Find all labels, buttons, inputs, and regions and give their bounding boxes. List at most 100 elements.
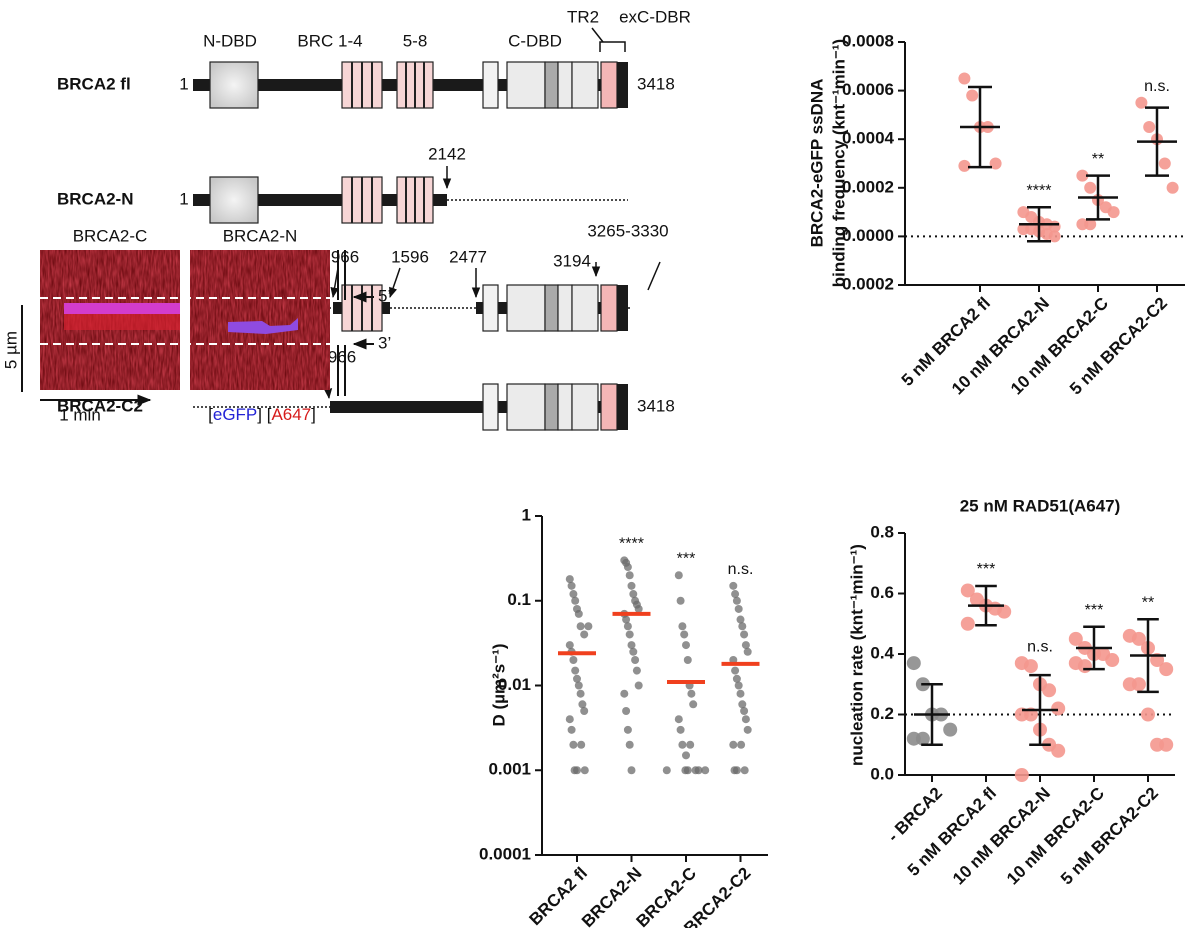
data-point xyxy=(1107,206,1120,219)
data-point xyxy=(565,715,574,724)
chart-title: 25 nM RAD51(A647) xyxy=(960,496,1121,515)
data-point xyxy=(1159,737,1174,752)
data-point xyxy=(1159,662,1174,677)
marker-arrow xyxy=(389,267,401,298)
legend-channel: eGFP xyxy=(213,405,257,424)
marker-arrow xyxy=(647,261,661,291)
data-point xyxy=(570,766,579,775)
exc-dbr-domain xyxy=(617,285,628,331)
data-point xyxy=(687,689,696,698)
dot-plot: -0.0002 0.0000 0.0002 0.0004 0.0006 0.0008 BRC… xyxy=(807,31,1185,399)
data-point xyxy=(625,630,634,639)
data-point xyxy=(571,596,580,605)
y-tick-label: 0.8 xyxy=(870,522,894,541)
data-point xyxy=(1042,683,1057,698)
label-leader xyxy=(591,27,604,43)
y-tick-label: 0.4 xyxy=(870,643,894,662)
domain-box xyxy=(482,383,499,431)
tr2-domain xyxy=(600,383,618,431)
significance-label: *** xyxy=(677,550,696,567)
data-point xyxy=(632,666,641,675)
data-point xyxy=(623,563,632,572)
data-point xyxy=(578,700,587,709)
residue-marker: 2477 xyxy=(449,247,487,266)
x-tick-label: 10 nM BRCA2-C xyxy=(1003,784,1108,889)
c-dbd-domain xyxy=(557,61,573,109)
legend-bracket: ] [ xyxy=(257,405,271,424)
data-point xyxy=(960,583,975,598)
residue-marker: 966 xyxy=(328,347,356,366)
channel-legend: [eGFP] [A647] xyxy=(208,405,316,424)
data-point xyxy=(741,715,750,724)
y-tick-label: 0.1 xyxy=(507,590,531,609)
data-point xyxy=(682,641,690,650)
scale-label: 1 min xyxy=(59,405,101,424)
data-point xyxy=(731,590,740,599)
data-point xyxy=(989,157,1002,170)
data-point xyxy=(686,740,695,749)
data-point xyxy=(1084,181,1097,194)
data-point xyxy=(1068,631,1083,646)
data-point xyxy=(676,725,685,734)
data-point xyxy=(732,596,741,605)
c-dbd-domain xyxy=(571,284,599,332)
y-axis-label: binding frequency (knt⁻¹min⁻¹) xyxy=(829,39,848,287)
construct-name: BRCA2-C2 xyxy=(57,396,143,415)
significance-label: n.s. xyxy=(728,561,754,578)
data-point xyxy=(1048,230,1061,243)
data-point xyxy=(580,707,589,716)
residue-label: 1 xyxy=(179,74,188,93)
y-tick-label: 0.01 xyxy=(498,675,531,694)
data-point xyxy=(960,616,975,631)
y-tick-label: 0.6 xyxy=(870,583,894,602)
data-point xyxy=(676,596,685,605)
data-point xyxy=(1158,157,1171,170)
data-point xyxy=(743,647,752,656)
y-tick-label: 0.2 xyxy=(870,704,894,723)
legend-channel: A647 xyxy=(271,405,311,424)
data-point xyxy=(565,641,574,650)
data-point xyxy=(701,766,710,775)
data-point xyxy=(689,700,698,709)
domain-box xyxy=(482,284,499,332)
domain-label: 5-8 xyxy=(403,31,428,50)
tr2-domain xyxy=(600,284,618,332)
data-point xyxy=(943,722,958,737)
kymograph-panel: BRCA2-C BRCA2-N 5 µm 1 min [eGFP] [A647]… xyxy=(1,226,391,424)
legend-bracket: [ xyxy=(208,405,213,424)
significance-label: n.s. xyxy=(1144,78,1170,95)
data-point xyxy=(731,666,740,675)
data-point xyxy=(732,674,741,683)
data-point xyxy=(683,655,692,664)
data-point xyxy=(734,604,743,613)
data-point xyxy=(634,604,643,613)
n-dbd-domain xyxy=(209,176,259,224)
kymograph-label: BRCA2-N xyxy=(223,226,298,245)
data-point xyxy=(738,622,747,631)
signal-glow xyxy=(64,314,180,330)
tr2-domain xyxy=(600,61,618,109)
data-point xyxy=(729,740,738,749)
significance-label: *** xyxy=(977,561,996,578)
domain-label: C-DBD xyxy=(508,31,562,50)
y-tick-label: 0.0008 xyxy=(842,31,894,50)
data-point xyxy=(734,681,743,690)
data-point xyxy=(741,641,750,650)
residue-marker: 3194 xyxy=(553,251,591,270)
data-point xyxy=(674,571,683,580)
data-point xyxy=(958,72,971,85)
data-point xyxy=(674,715,683,724)
data-point xyxy=(1131,631,1146,646)
data-point xyxy=(627,641,636,650)
residue-label: 1 xyxy=(179,189,188,208)
c-dbd-domain xyxy=(557,284,573,332)
data-point xyxy=(1023,659,1038,674)
data-point xyxy=(678,740,687,749)
y-axis-label: BRCA2-eGFP ssDNA xyxy=(807,79,826,248)
residue-label: 3418 xyxy=(637,396,675,415)
data-point xyxy=(620,689,629,698)
construct-name: BRCA2-N xyxy=(57,189,134,208)
data-point xyxy=(682,751,690,760)
data-point xyxy=(740,766,749,775)
data-point xyxy=(743,725,752,734)
